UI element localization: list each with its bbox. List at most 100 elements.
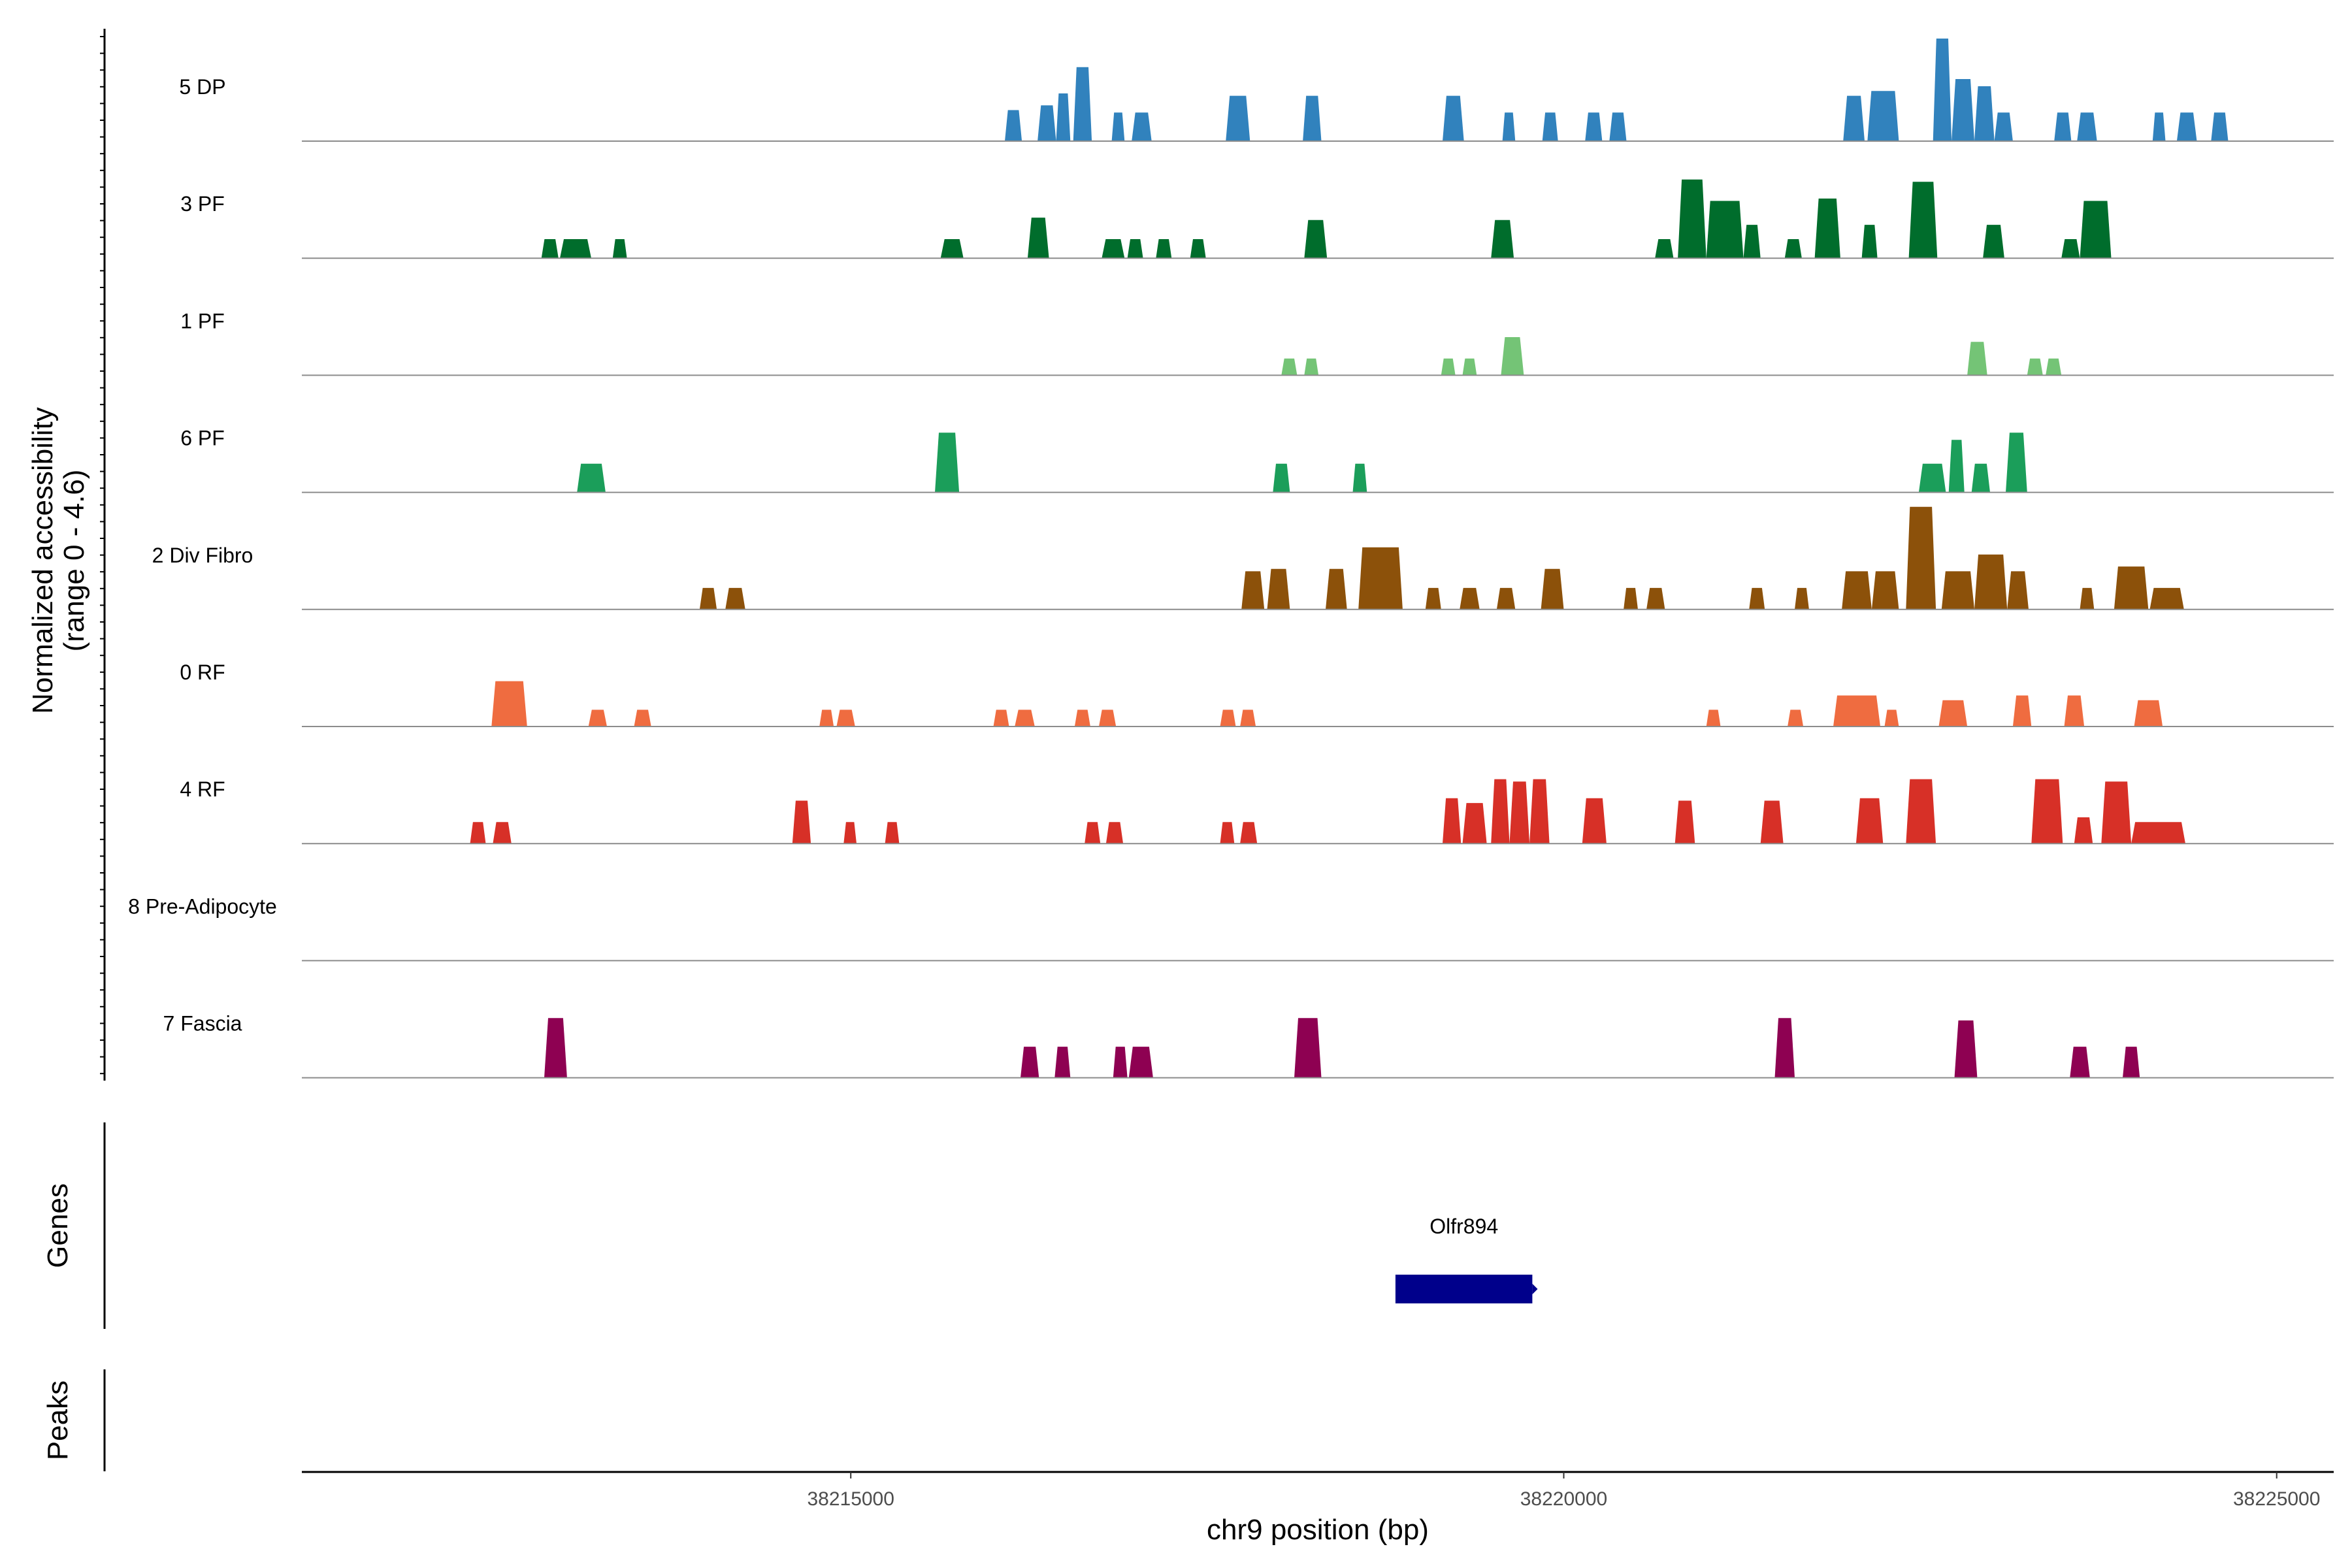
coverage-peak [725, 587, 745, 610]
coverage-peak [1102, 239, 1125, 259]
coverage-peak [1582, 798, 1607, 844]
coverage-peak [1674, 800, 1695, 844]
coverage-peak [1073, 67, 1092, 141]
coverage-peak [2012, 695, 2032, 727]
coverage-peak [2134, 700, 2163, 727]
coverage-peak [1304, 358, 1319, 376]
coverage-peak [1994, 112, 2013, 141]
coverage-peak [2077, 112, 2097, 141]
coverage-peak [1460, 587, 1480, 610]
coverage-peak [1501, 337, 1524, 376]
coverage-peak [1974, 554, 2008, 610]
coverage-peak [560, 239, 591, 259]
coverage-peak [1529, 779, 1550, 844]
coverage-peak [2123, 1047, 2140, 1078]
coverage-peak [2027, 358, 2043, 376]
coverage-peak [1867, 91, 1899, 141]
track-1-pf: 1 PF [180, 309, 2334, 376]
gene-olfr894: Olfr894 [1395, 1215, 1538, 1303]
coverage-peak [1027, 218, 1049, 259]
gene-body [1395, 1275, 1533, 1303]
coverage-peak [1855, 798, 1884, 844]
coverage-peak [1938, 700, 1968, 727]
track-label: 0 RF [180, 661, 225, 684]
track-label: 5 DP [179, 75, 225, 99]
coverage-peak [1983, 225, 2004, 259]
coverage-peak [1105, 822, 1124, 844]
coverage-peak [1491, 220, 1514, 259]
coverage-peak [699, 587, 717, 610]
gene-annotations: Olfr894 [1395, 1215, 1538, 1303]
coverage-peak [1267, 568, 1290, 610]
coverage-peak [2149, 587, 2184, 610]
coverage-peak [1462, 358, 1477, 376]
coverage-peak [1971, 463, 1990, 493]
track-label: 8 Pre-Adipocyte [128, 894, 277, 918]
coverage-peak [1774, 1018, 1795, 1078]
coverage-peak [1952, 79, 1974, 141]
coverage-tracks: 5 DP 3 PF 1 PF 6 PF 2 Div Fibro 0 RF 4 RF 8 Pre… [128, 39, 2334, 1079]
coverage-peak [1954, 1020, 1978, 1078]
coverage-peak [634, 710, 651, 727]
coverage-peak [1948, 440, 1965, 493]
track-8-pre-adipocyte: 8 Pre-Adipocyte [128, 894, 2334, 962]
coverage-peak [1220, 822, 1235, 844]
coverage-peak [1760, 800, 1784, 844]
coverage-peak [1127, 239, 1143, 259]
coverage-peak [1021, 1047, 1039, 1078]
coverage-peak [1240, 822, 1258, 844]
gene-strand-arrow [1532, 1284, 1538, 1294]
coverage-peak [1541, 568, 1564, 610]
coverage-peak [1509, 781, 1530, 844]
coverage-peak [2211, 112, 2229, 141]
coverage-peak [1646, 587, 1665, 610]
coverage-peak [1491, 779, 1510, 844]
coverage-peak [1542, 112, 1558, 141]
coverage-peak [1326, 568, 1347, 610]
coverage-peak [2007, 571, 2029, 610]
coverage-peak [2064, 695, 2085, 727]
coverage-peak [1240, 710, 1256, 727]
coverage-peak [577, 463, 606, 493]
coverage-peak [1425, 587, 1441, 610]
x-axis-ticks: 38215000 38220000 38225000 [807, 1472, 2320, 1510]
track-5-dp: 5 DP [179, 39, 2334, 142]
coverage-peak [2046, 358, 2062, 376]
track-2-div-fibro: 2 Div Fibro [152, 506, 2334, 610]
coverage-peak [1085, 822, 1101, 844]
track-4-rf: 4 RF [180, 777, 2334, 845]
coverage-peak [2074, 817, 2093, 844]
coverage-peak [2101, 781, 2132, 844]
coverage-peak [1443, 798, 1462, 844]
coverage-peak [1281, 358, 1298, 376]
coverage-peak [1906, 779, 1936, 844]
coverage-peak [885, 822, 900, 844]
coverage-peak [2176, 112, 2197, 141]
coverage-peak [1226, 95, 1250, 141]
coverage-peak [1462, 803, 1487, 844]
coverage-peak [1655, 239, 1674, 259]
coverage-peak [1585, 112, 1603, 141]
coverage-peak [2061, 239, 2080, 259]
coverage-peak [1303, 95, 1322, 141]
coverage-peak [1842, 571, 1872, 610]
coverage-peak [2006, 433, 2027, 493]
coverage-peak [819, 710, 834, 727]
coverage-peak [2031, 779, 2063, 844]
coverage-peak [1111, 112, 1125, 141]
coverage-peak [940, 239, 964, 259]
coverage-peak [1871, 571, 1899, 610]
coverage-peak [1788, 710, 1804, 727]
coverage-peak [1861, 225, 1878, 259]
coverage-peak [470, 822, 486, 844]
genes-panel-title: Genes [42, 1183, 74, 1268]
coverage-peak [1358, 547, 1403, 610]
coverage-peak [1624, 587, 1638, 610]
coverage-peak [1015, 710, 1035, 727]
coverage-peak [1706, 710, 1721, 727]
coverage-peak [1678, 179, 1707, 259]
coverage-peak [1496, 587, 1516, 610]
coverage-peak [2054, 112, 2072, 141]
